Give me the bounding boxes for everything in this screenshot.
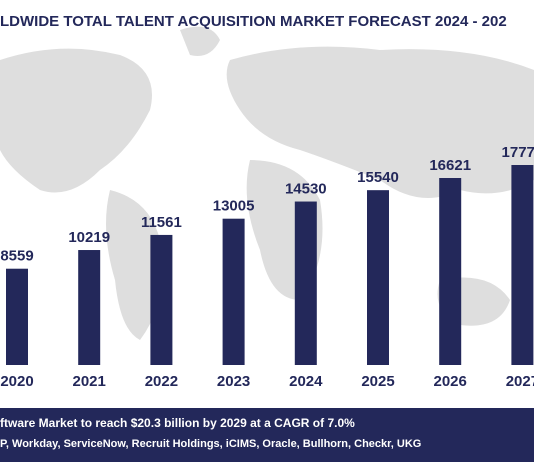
footer-line: P, Workday, ServiceNow, Recruit Holdings…: [0, 438, 421, 450]
bar: [294, 201, 317, 365]
x-tick-label: 2026: [434, 373, 467, 390]
value-label: 15540: [357, 169, 399, 186]
value-label: 10219: [68, 229, 110, 246]
bar: [222, 218, 245, 365]
x-tick-label: 2021: [73, 373, 106, 390]
x-tick-label: 2025: [361, 373, 394, 390]
world-map: [0, 26, 534, 340]
footer-band: [0, 408, 534, 462]
bar: [78, 250, 101, 365]
bar: [6, 268, 28, 365]
x-tick-label: 2020: [0, 373, 33, 390]
bar: [439, 178, 462, 365]
value-label: 8559: [0, 248, 33, 265]
value-label: 14530: [285, 180, 327, 197]
bar: [150, 234, 173, 365]
value-label: 11561: [141, 214, 182, 231]
x-tick-label: 2023: [217, 373, 250, 390]
footer-line: ftware Market to reach $20.3 billion by …: [0, 416, 355, 430]
x-tick-label: 2022: [145, 373, 178, 390]
value-label: 17777: [502, 144, 534, 161]
value-label: 13005: [213, 198, 255, 215]
value-label: 16621: [429, 157, 471, 174]
chart-title: LDWIDE TOTAL TALENT ACQUISITION MARKET F…: [0, 13, 507, 30]
x-tick-label: 2024: [289, 373, 323, 390]
bar: [367, 190, 389, 365]
x-tick-label: 2027: [506, 373, 534, 390]
bar: [511, 165, 534, 365]
